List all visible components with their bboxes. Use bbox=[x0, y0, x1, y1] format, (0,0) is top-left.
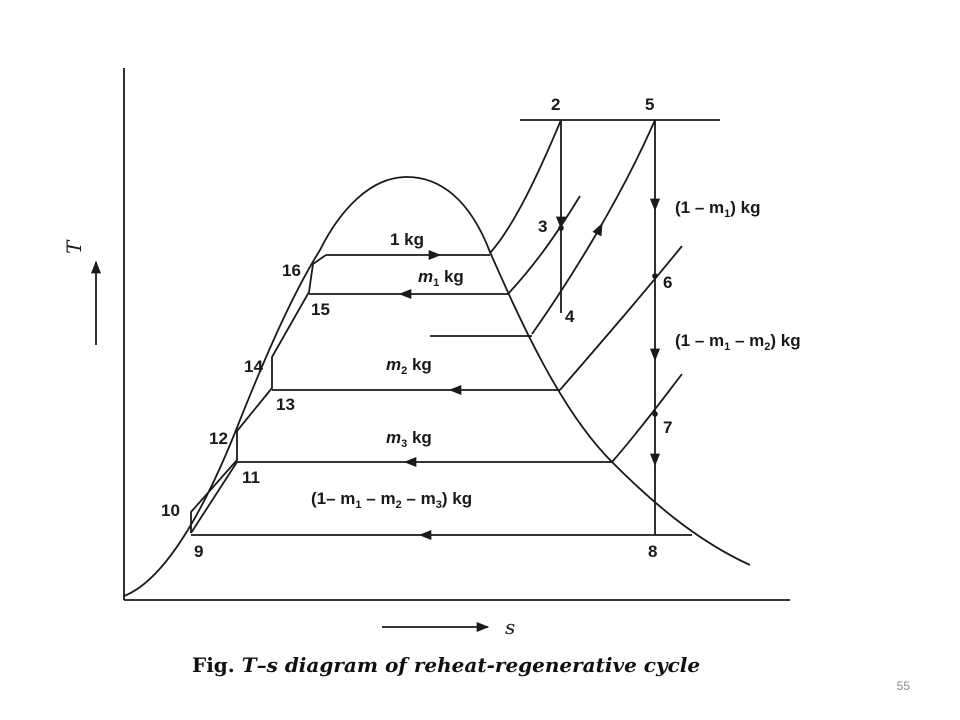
flow-label-1-m1: (1 – m1) kg bbox=[675, 198, 761, 220]
caption-text: T–s diagram of reheat-regenerative cycle bbox=[242, 653, 700, 677]
liquid-line bbox=[190, 254, 327, 533]
reheat-curve bbox=[531, 119, 656, 335]
liquid-line-lower bbox=[190, 461, 238, 534]
state-point-9: 9 bbox=[194, 542, 203, 561]
state-point-3: 3 bbox=[538, 217, 547, 236]
state-point-13: 13 bbox=[276, 395, 295, 414]
state-point-12: 12 bbox=[209, 429, 228, 448]
saturation-dome bbox=[123, 176, 751, 597]
state-point-2: 2 bbox=[551, 95, 560, 114]
pressure-curve-7 bbox=[611, 373, 683, 463]
state-point-5: 5 bbox=[645, 95, 654, 114]
state-point-16: 16 bbox=[282, 261, 301, 280]
flow-label-m2: m2 kg bbox=[386, 355, 432, 377]
state-point-7: 7 bbox=[663, 418, 672, 437]
caption-prefix: Fig. bbox=[192, 653, 235, 677]
state-point-10: 10 bbox=[161, 501, 180, 520]
reheat-arrow bbox=[592, 222, 603, 237]
state-point-11: 11 bbox=[242, 468, 260, 487]
superheat-curve-1 bbox=[489, 119, 562, 254]
state-point-14: 14 bbox=[244, 357, 263, 376]
state-point-6-dot bbox=[652, 273, 658, 279]
flow-label-m3: m3 kg bbox=[386, 428, 432, 450]
state-point-4: 4 bbox=[565, 307, 575, 326]
pressure-curve-6 bbox=[559, 245, 683, 391]
state-point-7-dot bbox=[652, 411, 658, 417]
state-point-6: 6 bbox=[663, 273, 672, 292]
t-axis-label: T bbox=[62, 239, 86, 254]
pressure-curve-3 bbox=[507, 195, 581, 295]
s-axis-label: s bbox=[505, 615, 515, 639]
slide-page-number: 55 bbox=[896, 679, 910, 693]
flow-label-1-m1-m2: (1 – m1 – m2) kg bbox=[675, 331, 801, 353]
flow-label-m1: m1 kg bbox=[418, 267, 464, 289]
flow-label-1-m1-m2-m3: (1– m1 – m2 – m3) kg bbox=[311, 489, 472, 511]
state-point-8: 8 bbox=[648, 542, 657, 561]
figure-caption: Fig. T–s diagram of reheat-regenerative … bbox=[192, 653, 700, 677]
flow-label-1kg: 1 kg bbox=[390, 230, 424, 249]
state-point-3-dot bbox=[558, 225, 564, 231]
state-point-15: 15 bbox=[311, 300, 330, 319]
